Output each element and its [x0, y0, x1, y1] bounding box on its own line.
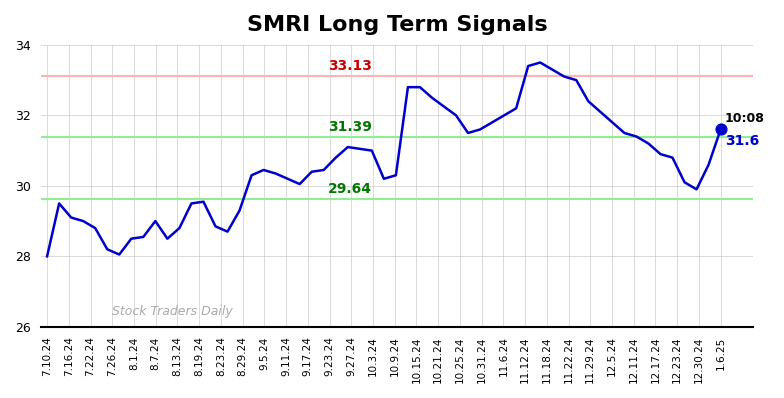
Text: 31.39: 31.39: [328, 120, 372, 135]
Title: SMRI Long Term Signals: SMRI Long Term Signals: [247, 15, 547, 35]
Text: 10:08: 10:08: [725, 112, 765, 125]
Text: 31.6: 31.6: [725, 134, 759, 148]
Text: 29.64: 29.64: [328, 182, 372, 196]
Text: 33.13: 33.13: [328, 59, 372, 73]
Text: Stock Traders Daily: Stock Traders Daily: [112, 305, 233, 318]
Point: [714, 126, 727, 133]
